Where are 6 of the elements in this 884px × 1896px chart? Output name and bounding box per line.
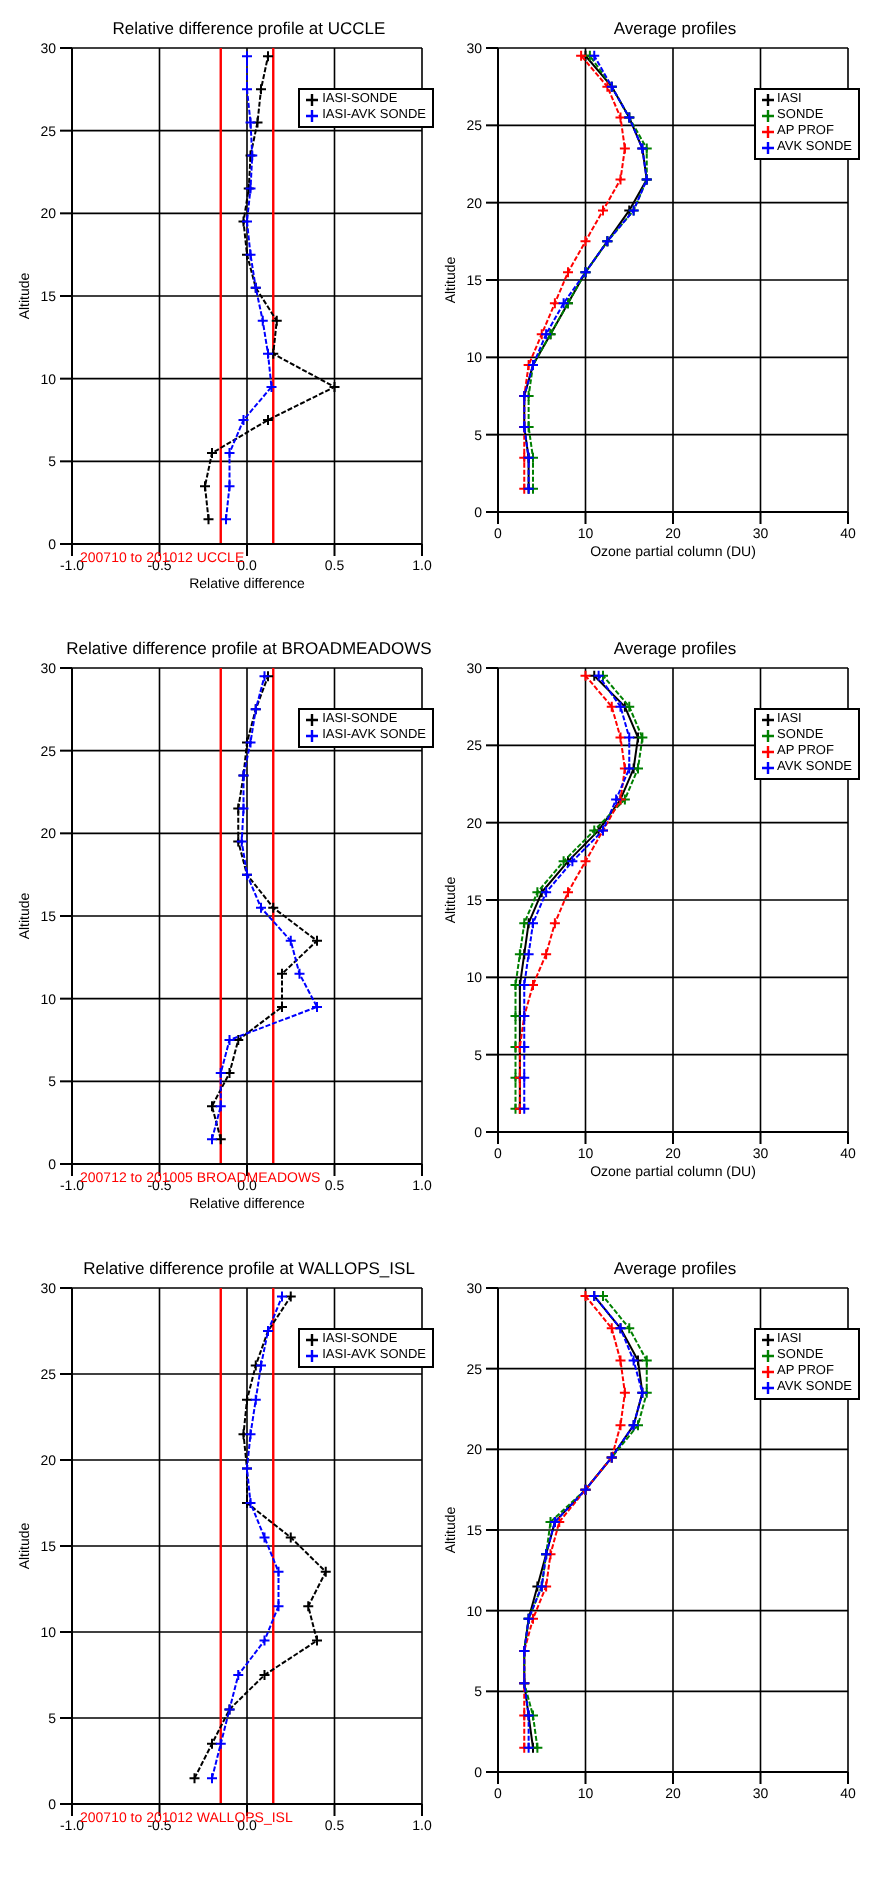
chart-title: Average profiles <box>611 16 739 40</box>
chart-title: Relative difference profile at WALLOPS_ISL <box>81 1256 417 1280</box>
chart-title: Average profiles <box>611 636 739 660</box>
chart-title: Relative difference profile at BROADMEADOWS <box>64 636 434 660</box>
chart-title: Relative difference profile at UCCLE <box>110 16 388 40</box>
chart-title: Average profiles <box>611 1256 739 1280</box>
